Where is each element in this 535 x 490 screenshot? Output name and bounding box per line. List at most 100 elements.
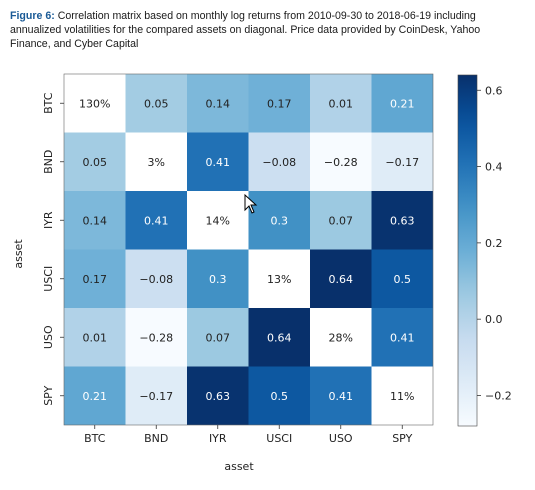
y-tick-label: IYR — [42, 211, 55, 229]
heatmap-cell — [125, 132, 187, 191]
cell-label: −0.28 — [324, 156, 358, 169]
cell-label: 0.5 — [271, 390, 289, 403]
heatmap-cell — [371, 366, 433, 425]
heatmap-cell — [371, 132, 433, 191]
colorbar-ticks: 0.6 0.4 0.2 0.0 −0.2 — [477, 84, 512, 402]
cell-label: 13% — [267, 273, 291, 286]
cell-label: 0.63 — [206, 390, 231, 403]
cell-label: −0.17 — [385, 156, 419, 169]
colorbar-tick-label: 0.4 — [485, 161, 503, 174]
cell-label: 0.41 — [329, 390, 354, 403]
heatmap-cell — [64, 74, 126, 133]
cell-label: 130% — [79, 97, 110, 110]
cell-label: 0.64 — [329, 273, 354, 286]
y-tick-labels: BTC BND IYR USCI USO SPY — [42, 92, 64, 406]
x-tick-label: USCI — [266, 432, 292, 445]
heatmap-cell — [187, 74, 249, 133]
heatmap-cell — [248, 191, 310, 250]
cell-label: 0.17 — [83, 273, 108, 286]
x-tick-label: BTC — [84, 432, 106, 445]
cell-label: 0.05 — [144, 97, 169, 110]
heatmap-cell — [125, 308, 187, 367]
heatmap-cell — [187, 308, 249, 367]
heatmap-cell — [310, 308, 372, 367]
y-axis-label: asset — [12, 239, 25, 269]
x-axis-label: asset — [224, 460, 254, 473]
figure-caption: Figure 6: Correlation matrix based on mo… — [10, 9, 515, 51]
heatmap-cell — [187, 366, 249, 425]
cell-label: 0.07 — [329, 214, 354, 227]
cell-label: 0.41 — [144, 214, 169, 227]
y-tick-label: USO — [42, 325, 55, 349]
heatmap-cell — [125, 366, 187, 425]
heatmap-cell — [371, 191, 433, 250]
heatmap-cell — [125, 74, 187, 133]
heatmap-cell — [187, 249, 249, 308]
x-tick-labels: BTC BND IYR USCI USO SPY — [84, 425, 413, 445]
heatmap-cell — [64, 249, 126, 308]
cell-label: 0.05 — [83, 156, 108, 169]
cell-label: 0.21 — [83, 390, 108, 403]
heatmap-cell — [371, 249, 433, 308]
mouse-cursor-icon — [244, 193, 258, 214]
heatmap-cell — [187, 132, 249, 191]
cell-label: 0.3 — [271, 214, 289, 227]
colorbar — [457, 74, 478, 427]
heatmap-cell — [310, 191, 372, 250]
heatmap-cells: 130% 0.05 0.14 0.17 0.01 0.21 0.05 3% 0.41 −0.08 −… — [63, 73, 434, 426]
heatmap-cell — [187, 191, 249, 250]
colorbar-tick-label: −0.2 — [485, 389, 512, 402]
heatmap-cell — [310, 132, 372, 191]
heatmap-cell — [371, 308, 433, 367]
cell-label: 0.41 — [390, 331, 415, 344]
heatmap-cell — [310, 74, 372, 133]
x-tick-label: USO — [329, 432, 353, 445]
heatmap-cell — [64, 366, 126, 425]
heatmap-cell — [64, 308, 126, 367]
figure-caption-label: Figure 6: — [10, 10, 55, 22]
cell-label: 3% — [148, 156, 165, 169]
cell-label: 0.21 — [390, 97, 415, 110]
cell-label: 0.01 — [83, 331, 108, 344]
heatmap-cell — [125, 191, 187, 250]
x-tick-label: IYR — [209, 432, 227, 445]
y-tick-label: BTC — [42, 92, 55, 114]
heatmap-cell — [125, 249, 187, 308]
cell-label: 0.63 — [390, 214, 415, 227]
heatmap-cell — [310, 366, 372, 425]
y-tick-label: BND — [42, 150, 55, 174]
cell-label: −0.08 — [262, 156, 296, 169]
cell-label: 0.14 — [206, 97, 231, 110]
y-tick-label: USCI — [42, 266, 55, 292]
heatmap-cell — [248, 249, 310, 308]
heatmap-cell — [248, 366, 310, 425]
x-tick-label: BND — [144, 432, 168, 445]
cell-label: 0.14 — [83, 214, 108, 227]
cell-label: 0.3 — [209, 273, 227, 286]
colorbar-tick-label: 0.6 — [485, 84, 503, 97]
cell-label: 0.17 — [267, 97, 292, 110]
y-tick-label: SPY — [42, 385, 55, 405]
heatmap-cell — [248, 308, 310, 367]
cell-label: 0.41 — [206, 156, 231, 169]
x-tick-label: SPY — [392, 432, 412, 445]
heatmap-cell — [248, 132, 310, 191]
heatmap-frame — [63, 73, 434, 426]
cell-label: 28% — [329, 331, 353, 344]
cell-label: −0.28 — [139, 331, 173, 344]
heatmap-cell — [248, 74, 310, 133]
heatmap-cell — [371, 74, 433, 133]
cell-label: 0.64 — [267, 331, 292, 344]
heatmap-cell — [310, 249, 372, 308]
colorbar-tick-label: 0.2 — [485, 237, 503, 250]
colorbar-tick-label: 0.0 — [485, 313, 503, 326]
cell-label: 0.5 — [394, 273, 412, 286]
heatmap-cell — [64, 191, 126, 250]
cell-label: 0.01 — [329, 97, 354, 110]
cell-label: 14% — [206, 214, 230, 227]
cell-label: −0.08 — [139, 273, 173, 286]
cell-label: 11% — [390, 390, 414, 403]
cell-label: −0.17 — [139, 390, 173, 403]
cell-label: 0.07 — [206, 331, 231, 344]
